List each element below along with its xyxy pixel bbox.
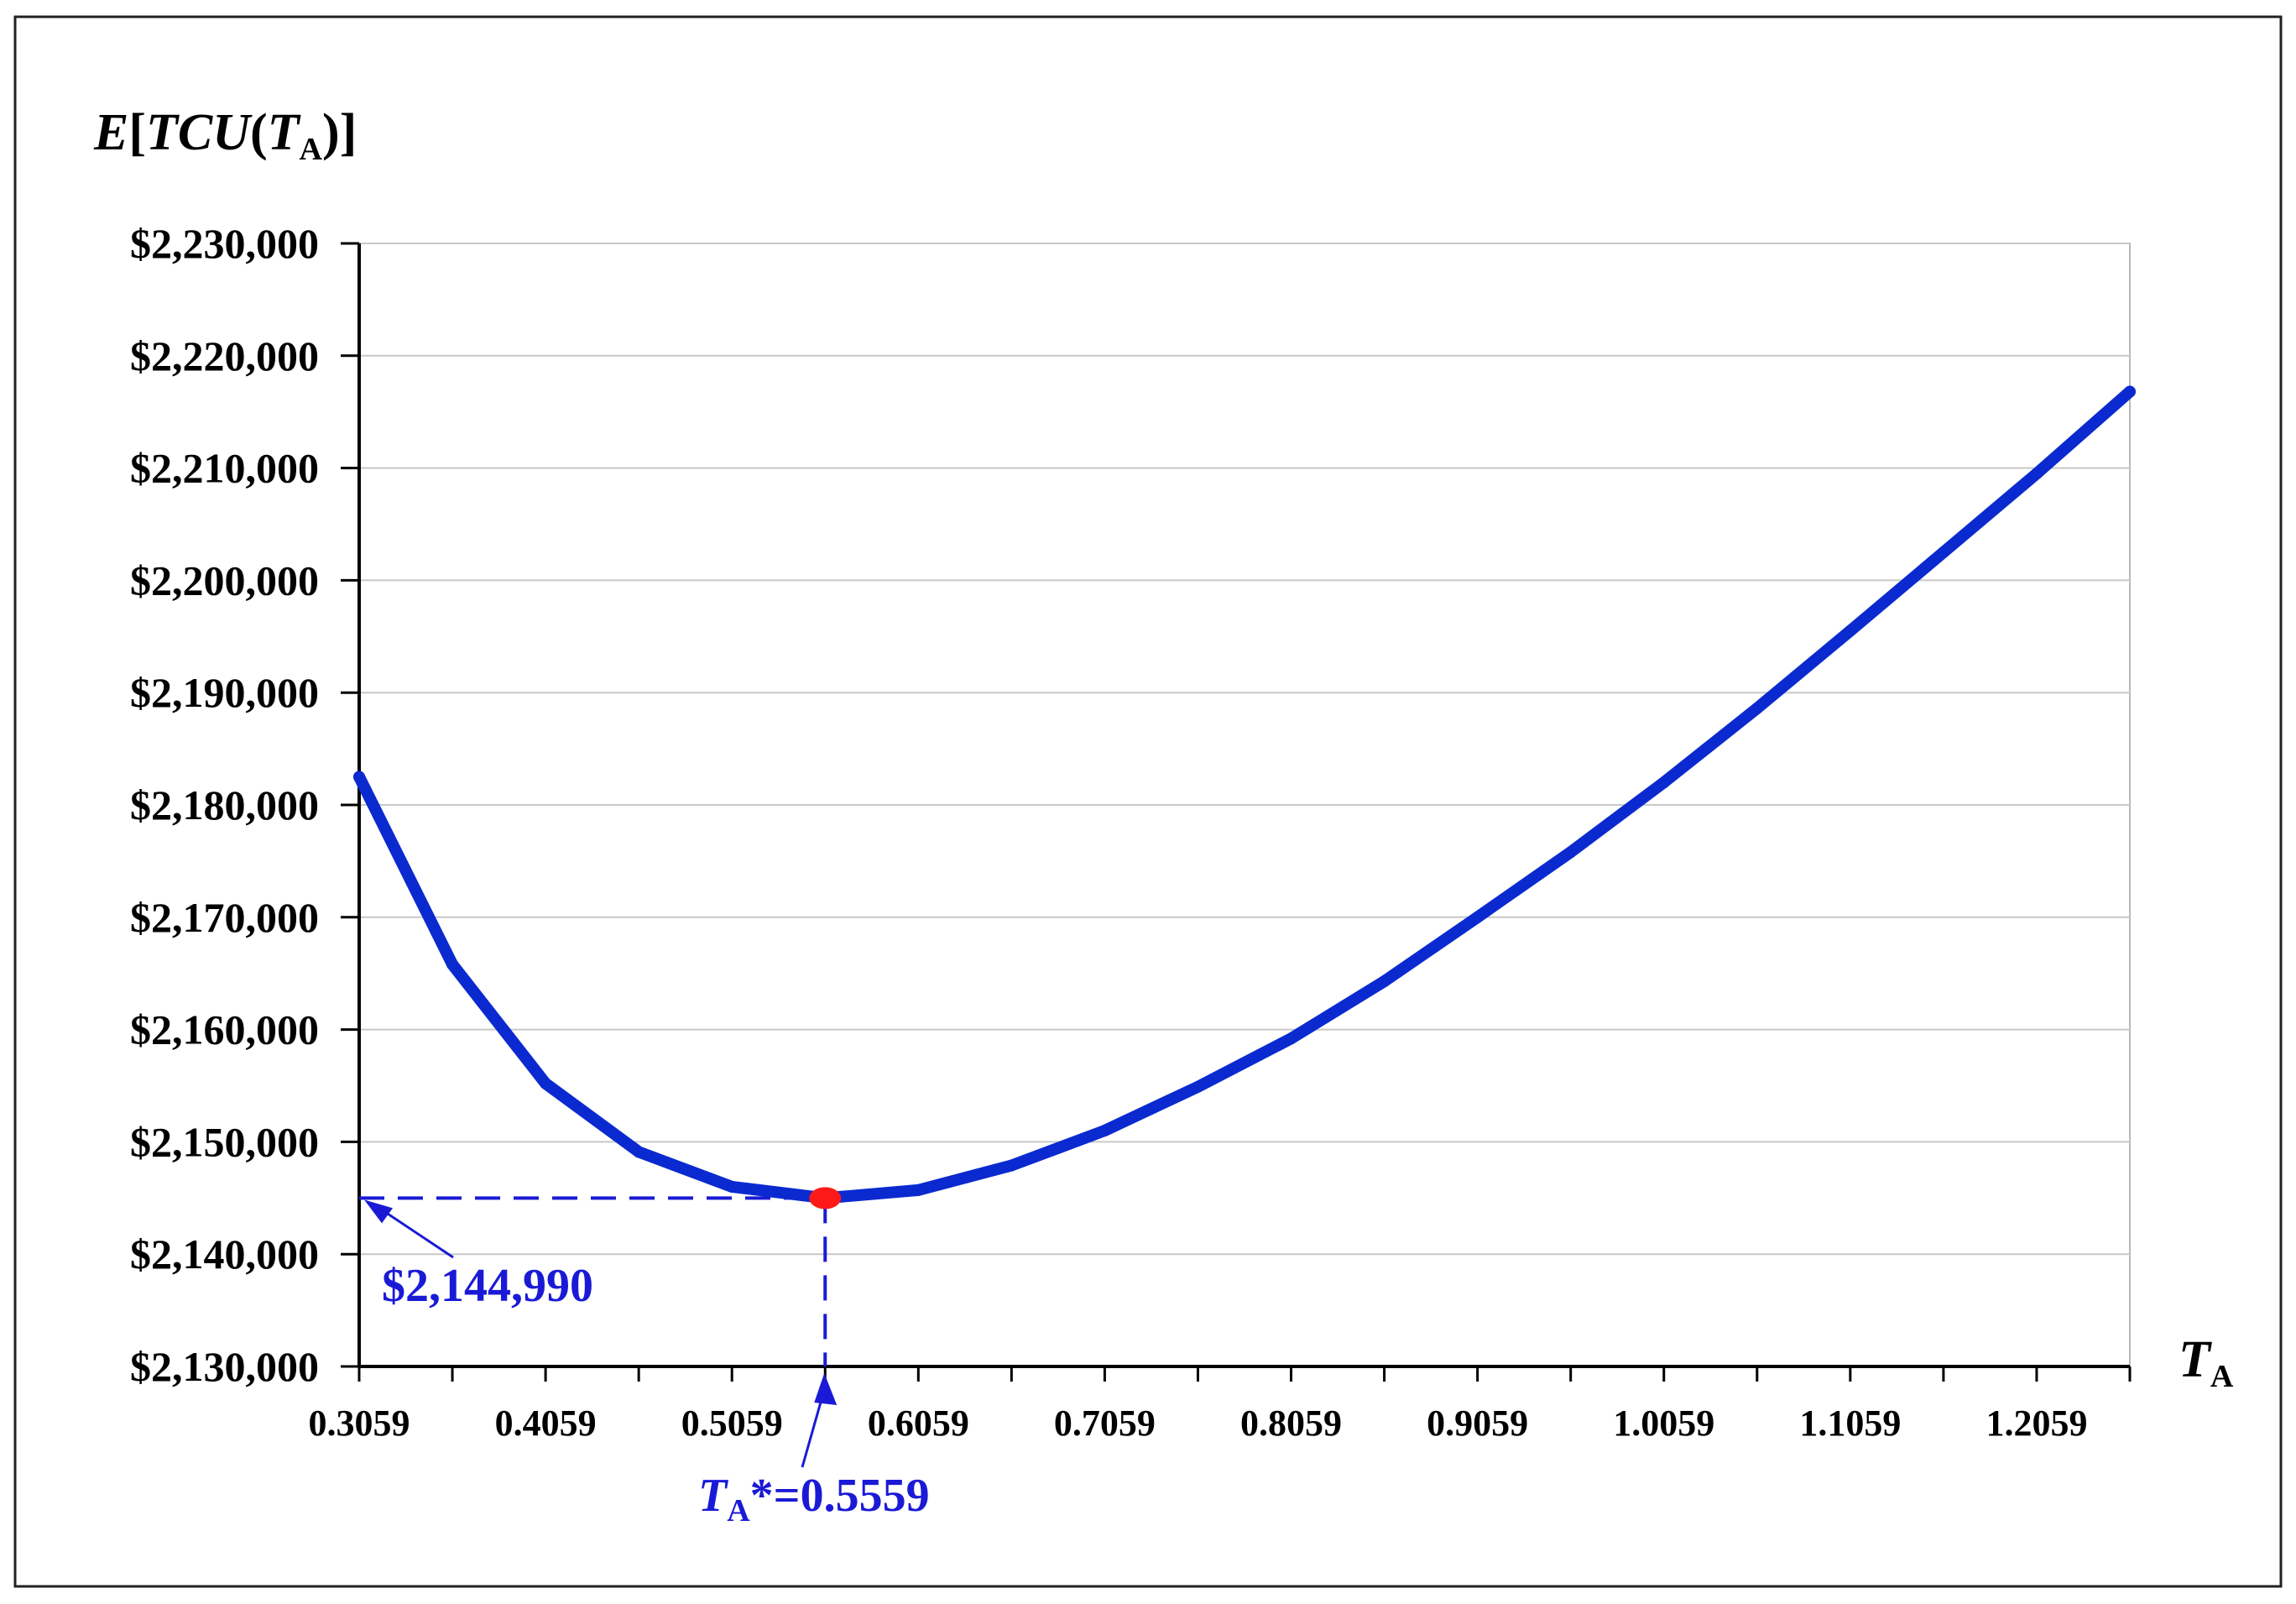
data-point	[446, 958, 459, 970]
data-point	[1937, 546, 1949, 558]
data-point	[2030, 468, 2043, 480]
data-point	[912, 1183, 925, 1196]
y-tick-label: $2,230,000	[130, 220, 319, 267]
y-tick-label: $2,210,000	[130, 445, 319, 492]
y-axis-title: E[TCU(TA)]	[93, 104, 357, 167]
x-tick-label: 0.7059	[1054, 1403, 1156, 1444]
optimum-guides	[359, 1196, 838, 1468]
data-point	[633, 1146, 645, 1158]
x-tick-label: 1.2059	[1986, 1403, 2087, 1444]
x-tick-label: 0.6059	[868, 1403, 969, 1444]
data-point	[1471, 911, 1484, 923]
y-annotation-arrowhead	[364, 1199, 393, 1224]
x-tick-labels: 0.3059 0.4059 0.5059 0.6059 0.7059 0.8059 0.90…	[309, 1403, 2088, 1444]
x-tick-label: 0.5059	[681, 1403, 783, 1444]
x-tick-label: 0.3059	[309, 1403, 410, 1444]
data-point	[540, 1077, 552, 1089]
data-point	[1378, 975, 1391, 988]
x-tick-label: 1.0059	[1613, 1403, 1714, 1444]
data-point	[1751, 702, 1763, 714]
y-tick-label: $2,150,000	[130, 1118, 319, 1165]
data-point	[2124, 385, 2136, 398]
x-tick-label: 0.4059	[495, 1403, 597, 1444]
x-tick-label: 1.1059	[1799, 1403, 1901, 1444]
marks-layer	[809, 1187, 842, 1210]
data-point	[726, 1180, 738, 1193]
y-tick-label: $2,140,000	[130, 1230, 319, 1277]
x-tick-label: 0.9059	[1427, 1403, 1528, 1444]
x-tick-label: 0.8059	[1240, 1403, 1342, 1444]
y-tick-label: $2,130,000	[130, 1343, 319, 1390]
optimum-point	[809, 1187, 842, 1210]
data-point	[1192, 1080, 1204, 1093]
y-tick-label: $2,220,000	[130, 332, 319, 379]
series-layer	[353, 385, 2136, 1204]
data-point	[1844, 624, 1856, 637]
y-tick-label: $2,160,000	[130, 1006, 319, 1053]
data-point	[1005, 1159, 1018, 1172]
y-tick-label: $2,190,000	[130, 669, 319, 716]
gridlines	[359, 243, 2130, 1256]
optimum-x-label: TA*=0.5559	[698, 1470, 930, 1528]
y-tick-labels: $2,130,000 $2,140,000 $2,150,000 $2,160,000…	[130, 220, 319, 1390]
y-tick-label: $2,200,000	[130, 556, 319, 603]
data-point	[353, 771, 365, 783]
optimum-y-label: $2,144,990	[382, 1260, 593, 1312]
x-axis-title: TA	[2179, 1331, 2234, 1394]
data-point	[1098, 1125, 1111, 1137]
x-annotation-arrowhead	[814, 1373, 838, 1405]
data-point	[1657, 776, 1670, 789]
data-point	[1285, 1032, 1297, 1045]
data-point	[1564, 846, 1577, 859]
axes	[341, 242, 2132, 1382]
y-tick-label: $2,170,000	[130, 894, 319, 941]
series-line	[353, 385, 2136, 1204]
y-tick-label: $2,180,000	[130, 781, 319, 828]
